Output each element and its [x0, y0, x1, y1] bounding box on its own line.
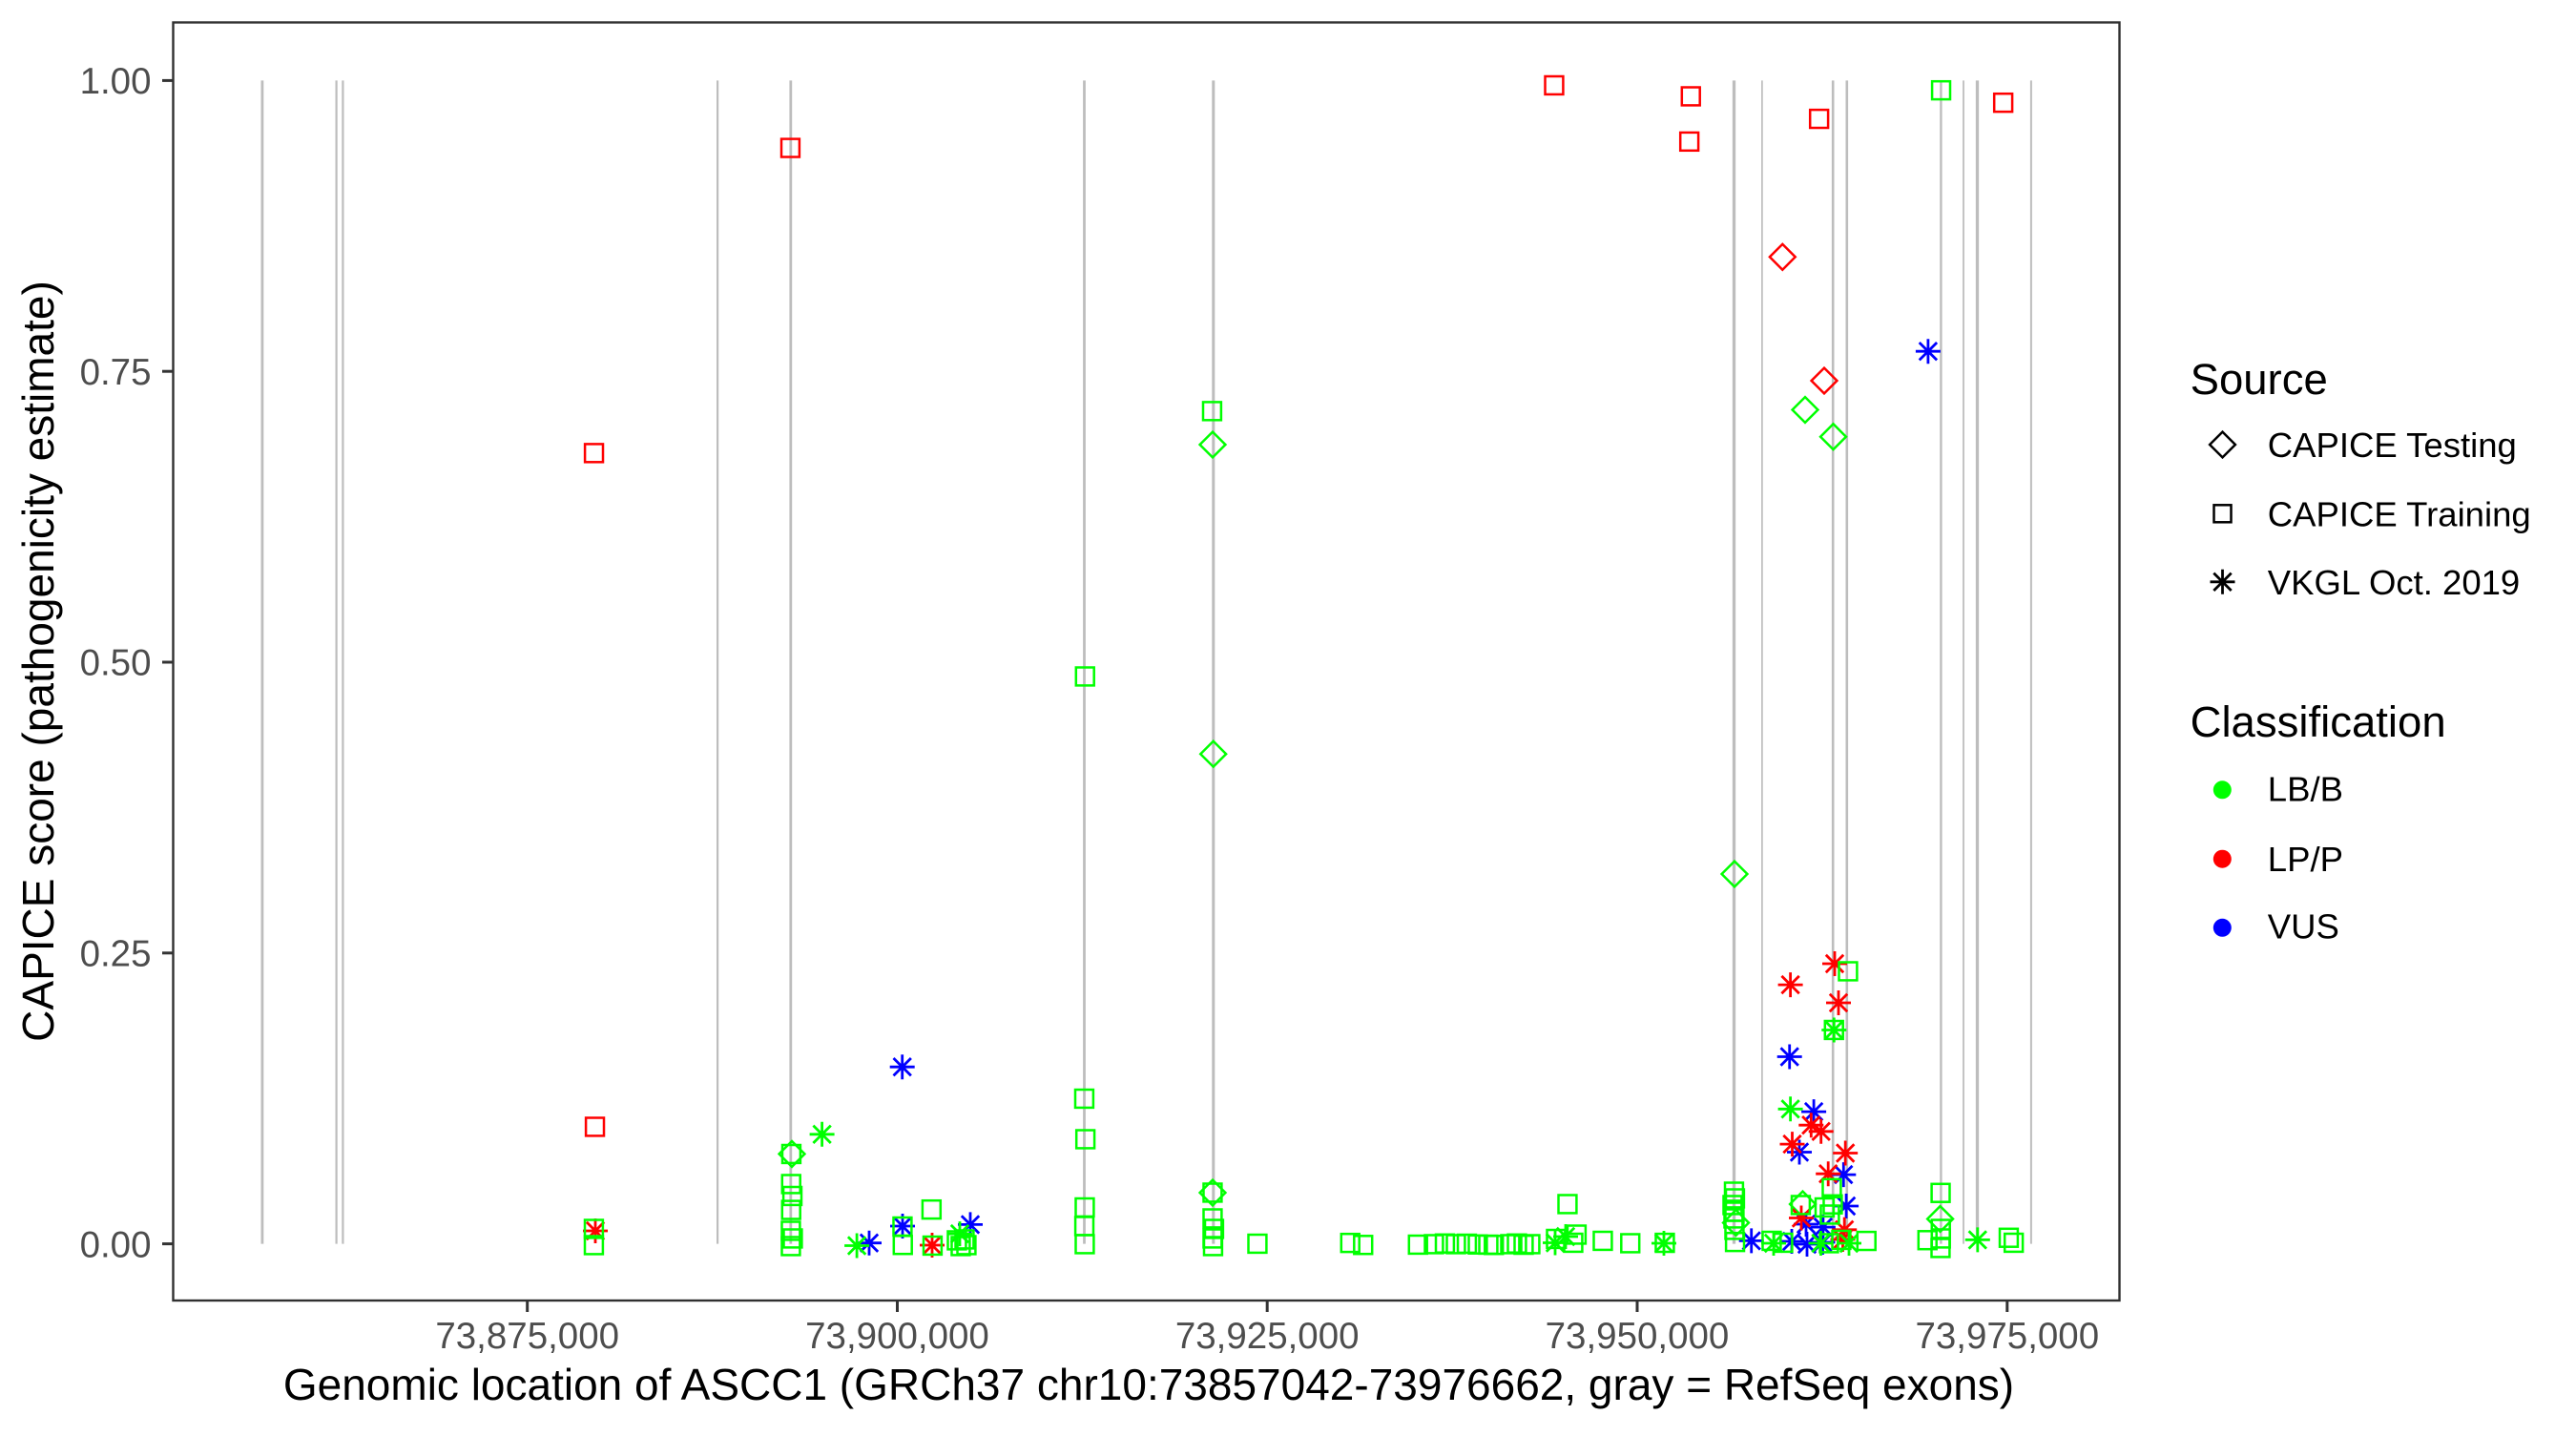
svg-text:CAPICE score (pathogenicity es: CAPICE score (pathogenicity estimate): [13, 281, 63, 1042]
svg-text:73,925,000: 73,925,000: [1175, 1316, 1360, 1357]
svg-text:1.00: 1.00: [80, 61, 152, 102]
svg-text:0.50: 0.50: [80, 643, 152, 684]
svg-text:LB/B: LB/B: [2268, 769, 2343, 808]
svg-text:73,875,000: 73,875,000: [435, 1316, 619, 1357]
svg-text:0.25: 0.25: [80, 934, 152, 975]
svg-text:73,950,000: 73,950,000: [1546, 1316, 1730, 1357]
svg-text:0.00: 0.00: [80, 1224, 152, 1265]
svg-text:VUS: VUS: [2268, 907, 2339, 947]
svg-text:73,975,000: 73,975,000: [1915, 1316, 2099, 1357]
svg-text:73,900,000: 73,900,000: [805, 1316, 989, 1357]
svg-text:Genomic location of ASCC1 (GRC: Genomic location of ASCC1 (GRCh37 chr10:…: [283, 1360, 2014, 1409]
svg-text:0.75: 0.75: [80, 352, 152, 393]
svg-text:CAPICE Training: CAPICE Training: [2268, 494, 2531, 533]
svg-text:Classification: Classification: [2191, 697, 2446, 746]
svg-text:Source: Source: [2191, 355, 2328, 404]
svg-text:CAPICE Testing: CAPICE Testing: [2268, 426, 2517, 465]
svg-text:VKGL Oct. 2019: VKGL Oct. 2019: [2268, 563, 2520, 602]
svg-text:LP/P: LP/P: [2268, 840, 2343, 879]
